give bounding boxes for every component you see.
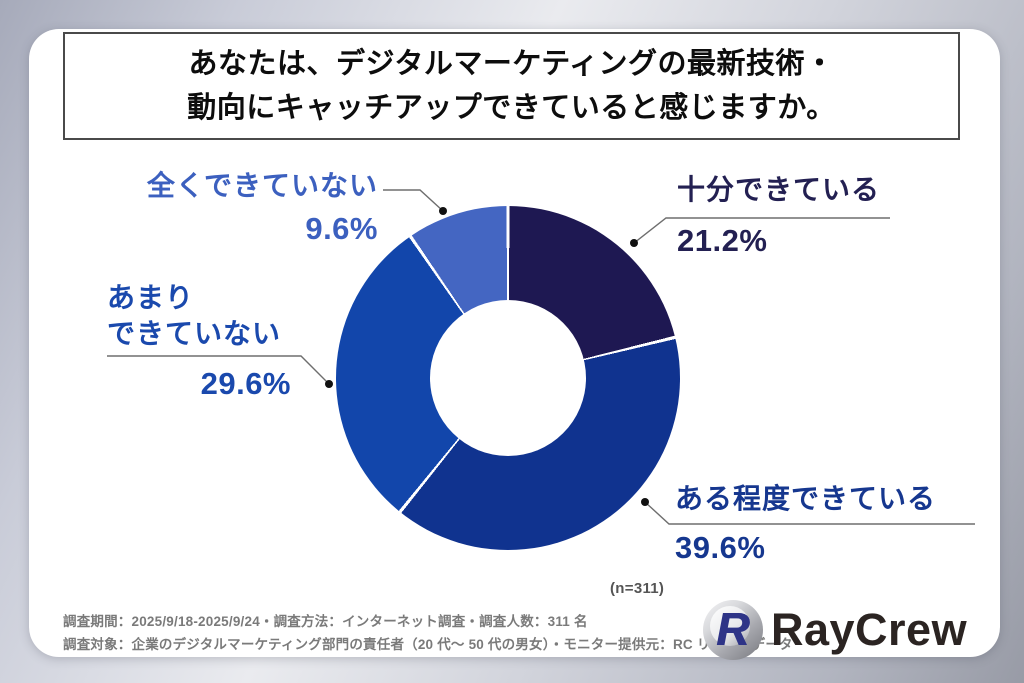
callout-not-at-all: 全くできていない 9.6% (100, 168, 378, 247)
raycrew-logo-mark: R (703, 600, 763, 660)
callout-not-really: あまり できていない 29.6% (107, 280, 301, 402)
donut-hole (430, 300, 586, 456)
footer-line1: 調査期間：2025/9/18-2025/9/24・調査方法：インターネット調査・… (63, 614, 588, 629)
callout-somewhat-percent: 39.6% (675, 530, 766, 566)
donut-chart (336, 206, 680, 550)
survey-question-line2: 動向にキャッチアップできていると感じますか。 (187, 92, 836, 124)
footer-line2: 調査対象：企業のデジタルマーケティング部門の責任者（20 代～ 50 代の男女）… (63, 637, 793, 652)
callout-sufficient-label: 十分できている (677, 174, 881, 205)
raycrew-logo-text: RayCrew (771, 604, 968, 655)
callout-not-really-percent: 29.6% (200, 365, 291, 401)
logo-mark-letter: R (716, 603, 750, 655)
callout-sufficient: 十分できている 21.2% (677, 172, 880, 259)
callout-somewhat-label: ある程度できている (675, 483, 937, 514)
callout-somewhat: ある程度できている 39.6% (675, 481, 936, 566)
survey-question-line1: あなたは、デジタルマーケティングの最新技術・ (188, 47, 835, 80)
callout-not-really-label-line1: あまり (107, 282, 195, 313)
callout-not-at-all-label: 全くできていない (146, 170, 378, 201)
callout-sufficient-percent: 21.2% (677, 223, 768, 259)
raycrew-logo: R RayCrew (703, 600, 967, 660)
survey-question-box: あなたは、デジタルマーケティングの最新技術・ 動向にキャッチアップできていると感… (63, 32, 960, 140)
sample-size-note: (n=311) (610, 580, 665, 597)
survey-methodology-footer: 調査期間：2025/9/18-2025/9/24・調査方法：インターネット調査・… (63, 610, 793, 656)
callout-not-really-label-line2: できていない (107, 318, 282, 350)
logo-mark-shine (710, 606, 750, 646)
callout-not-at-all-percent: 9.6% (305, 211, 378, 247)
